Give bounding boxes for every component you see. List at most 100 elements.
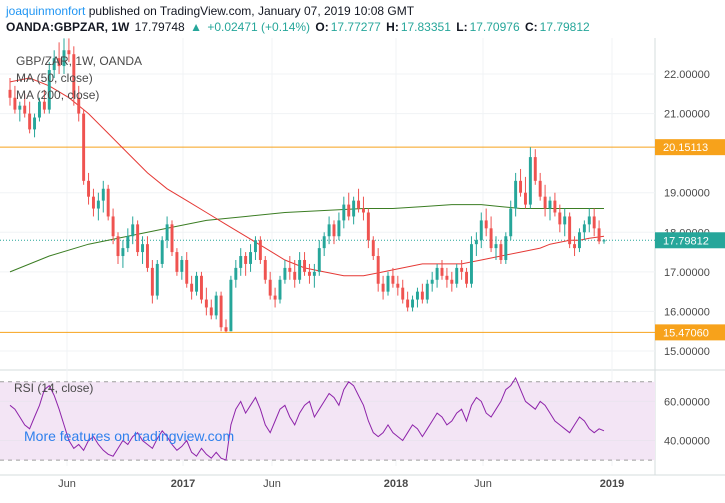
candle [116, 232, 120, 264]
candle-body [415, 291, 419, 300]
candle [342, 196, 346, 229]
candle-body [558, 212, 562, 225]
candle [249, 244, 253, 272]
candle-body [131, 224, 135, 237]
candle-body [469, 244, 473, 284]
published-text: published on TradingView.com, January 07… [88, 4, 415, 18]
candle [391, 267, 395, 288]
candle-body [425, 283, 429, 300]
candle [303, 252, 307, 276]
watermark-link[interactable]: More features on tradingview.com [24, 428, 235, 444]
candle-body [37, 101, 41, 118]
candle [352, 196, 356, 225]
candle [484, 208, 488, 237]
candle-body [332, 224, 336, 237]
candle-body [283, 267, 287, 280]
candle [548, 196, 552, 221]
price-tick-label: 22.00000 [664, 69, 710, 81]
ma50-line [9, 77, 605, 277]
candle-body [298, 259, 302, 280]
candle [519, 168, 523, 197]
candle-body [543, 196, 547, 209]
legend-ma50[interactable]: MA (50, close) [16, 71, 93, 85]
candle [543, 184, 547, 217]
candle-body [293, 271, 297, 280]
candle [357, 188, 361, 213]
candle [62, 38, 66, 74]
candle [288, 256, 292, 280]
legend-ma200[interactable]: MA (200, close) [16, 88, 100, 102]
candle [96, 192, 100, 221]
rsi-tick-label: 60.00000 [664, 396, 710, 408]
candle-body [82, 113, 86, 181]
candle-body [371, 240, 375, 257]
candle-body [553, 200, 557, 213]
candle [401, 279, 405, 304]
candle-body [145, 244, 149, 268]
candle-body [337, 220, 341, 237]
candle [33, 113, 37, 138]
candle-body [597, 228, 601, 242]
author-link[interactable]: joaquinmonfort [6, 4, 86, 18]
candle-body [141, 244, 145, 253]
candle-body [519, 180, 523, 193]
candle-body [361, 208, 365, 213]
candle [563, 208, 567, 237]
candle [160, 236, 164, 268]
candle-body [67, 50, 71, 55]
candle [263, 256, 267, 284]
candle-body [352, 200, 356, 217]
candle [307, 263, 311, 284]
current-price-label: 17.79812 [663, 235, 709, 247]
candle [602, 239, 606, 244]
rsi-pane [0, 376, 655, 461]
candle-body [52, 58, 56, 71]
candle [577, 228, 581, 253]
candle-body [87, 180, 91, 197]
candle-body [91, 196, 95, 209]
candle [317, 240, 321, 276]
candle [91, 188, 95, 217]
candle [327, 216, 331, 245]
candle-body [224, 327, 228, 332]
candle-body [106, 188, 110, 217]
rsi-band [0, 381, 655, 461]
rsi-line [9, 376, 605, 461]
candle-body [160, 240, 164, 264]
candle-body [401, 287, 405, 300]
candle-body [185, 259, 189, 284]
candle-body [357, 200, 361, 209]
candle-body [126, 236, 130, 249]
candle [479, 212, 483, 249]
candle-body [116, 236, 120, 257]
price-tick-label: 21.00000 [664, 109, 710, 121]
candle [396, 275, 400, 296]
candle [141, 236, 145, 264]
candle-body [244, 256, 248, 264]
candle [170, 220, 174, 257]
candle [239, 248, 243, 276]
candle-body [386, 275, 390, 292]
candle [494, 236, 498, 260]
candle-body [209, 307, 213, 316]
candle-body [514, 180, 518, 209]
candle-body [42, 101, 46, 110]
candle-body [445, 275, 449, 280]
candle [175, 248, 179, 276]
close-label: C: [524, 20, 538, 34]
time-tick-label: Jun [474, 478, 492, 490]
candle [101, 180, 105, 213]
candle-body [548, 200, 552, 209]
candle-body [47, 70, 51, 110]
candle-body [155, 263, 159, 296]
candle [469, 236, 473, 288]
candle-body [322, 236, 326, 249]
level-badge-label: 20.15113 [663, 142, 708, 154]
candle [52, 50, 56, 78]
candle-body [180, 259, 184, 272]
level-badge [655, 139, 725, 156]
legend-rsi[interactable]: RSI (14, close) [14, 381, 94, 395]
time-tick-label: 2018 [384, 478, 408, 490]
candle [504, 232, 508, 264]
ohlc-header: OANDA:GBPZAR, 1W 17.79748 ▲ +0.02471 (+0… [6, 20, 592, 35]
